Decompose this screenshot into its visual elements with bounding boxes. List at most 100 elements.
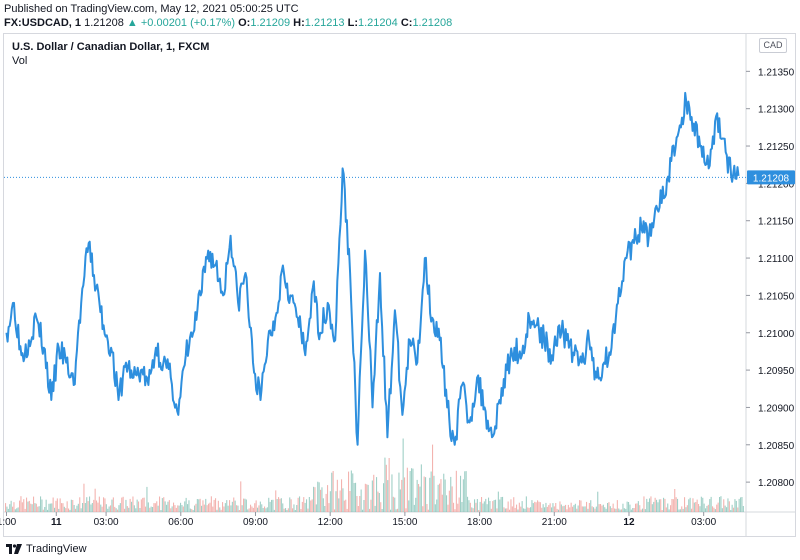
- volume-bar: [322, 498, 324, 512]
- volume-bar: [198, 499, 200, 512]
- volume-bar: [598, 504, 600, 512]
- volume-bar: [264, 506, 266, 512]
- volume-bar: [734, 499, 736, 512]
- volume-bar: [401, 479, 403, 512]
- volume-bar: [583, 506, 585, 512]
- volume-bar: [738, 498, 740, 512]
- volume-bar: [391, 474, 393, 512]
- volume-bar: [411, 468, 413, 512]
- volume-bar: [432, 444, 434, 512]
- volume-bar: [10, 500, 12, 512]
- volume-bar: [465, 471, 467, 512]
- volume-bar: [86, 497, 88, 512]
- volume-bar: [142, 497, 144, 512]
- volume-bar: [181, 505, 183, 512]
- volume-bar: [577, 505, 579, 512]
- volume-bar: [420, 464, 422, 512]
- volume-bar: [315, 504, 317, 512]
- volume-bar: [247, 509, 249, 512]
- volume-bar: [79, 497, 81, 512]
- volume-bar: [698, 504, 700, 512]
- volume-bar: [460, 475, 462, 512]
- volume-bar: [307, 508, 309, 512]
- volume-bar: [367, 484, 369, 512]
- y-tick-label: 1.21150: [758, 217, 794, 228]
- volume-bar: [226, 500, 228, 512]
- volume-bar: [324, 506, 326, 512]
- volume-bar: [579, 500, 581, 512]
- volume-bar: [376, 477, 378, 512]
- volume-bar: [173, 502, 175, 512]
- volume-bar: [654, 497, 656, 512]
- volume-bar: [282, 503, 284, 512]
- volume-bar: [59, 498, 61, 512]
- volume-bar: [737, 507, 739, 512]
- volume-bar: [497, 491, 499, 512]
- volume-bar: [674, 489, 676, 512]
- volume-bar: [416, 479, 418, 512]
- volume-bar: [318, 482, 320, 512]
- volume-bar: [279, 498, 281, 512]
- volume-bar: [194, 505, 196, 512]
- volume-bar: [33, 496, 35, 512]
- volume-bar: [304, 502, 306, 512]
- volume-bar: [397, 508, 399, 512]
- volume-bar: [633, 508, 635, 512]
- volume-bar: [257, 507, 259, 512]
- volume-bar: [188, 500, 190, 512]
- volume-bar: [609, 506, 611, 512]
- volume-bar: [614, 508, 616, 512]
- volume-bar: [243, 498, 245, 512]
- volume-bar: [203, 504, 205, 512]
- volume-bar: [713, 507, 715, 512]
- volume-bar: [217, 500, 219, 512]
- volume-bar: [630, 509, 632, 512]
- volume-bar: [160, 510, 162, 512]
- volume-bar: [222, 502, 224, 512]
- volume-bar: [230, 505, 232, 512]
- open-label: O:: [238, 17, 251, 29]
- volume-bar: [331, 472, 333, 512]
- volume-bar: [724, 505, 726, 512]
- volume-bar: [481, 497, 483, 512]
- volume-bar: [499, 499, 501, 512]
- currency-scale-badge[interactable]: CAD: [759, 38, 787, 53]
- volume-bar: [366, 484, 368, 512]
- volume-bar: [98, 496, 100, 512]
- volume-bar: [567, 504, 569, 512]
- volume-bar: [296, 505, 298, 512]
- volume-bar: [182, 506, 184, 512]
- volume-bar: [238, 510, 240, 512]
- volume-bar: [80, 508, 82, 512]
- volume-bar: [625, 508, 627, 512]
- volume-bar: [275, 490, 277, 512]
- volume-bar: [119, 503, 121, 512]
- volume-bar: [580, 500, 582, 512]
- low-value: 1.21204: [358, 17, 398, 29]
- volume-bar: [224, 503, 226, 512]
- volume-bar: [695, 502, 697, 512]
- volume-bar: [45, 499, 47, 512]
- volume-bar: [118, 505, 120, 512]
- volume-bar: [455, 470, 457, 512]
- volume-bar: [308, 497, 310, 512]
- tradingview-brand[interactable]: TradingView: [6, 540, 87, 558]
- volume-bar: [150, 506, 152, 512]
- volume-bar: [114, 506, 116, 512]
- volume-bar: [300, 509, 302, 512]
- volume-bar: [552, 503, 554, 512]
- volume-bar: [544, 507, 546, 512]
- volume-bar: [126, 506, 128, 512]
- volume-legend: Vol: [12, 55, 28, 67]
- volume-bar: [342, 488, 344, 512]
- close-label: C:: [400, 17, 413, 29]
- volume-bar: [327, 485, 329, 512]
- tradingview-logo-icon: [6, 544, 22, 554]
- volume-bar: [562, 506, 564, 512]
- volume-bar: [208, 503, 210, 512]
- volume-bar: [388, 458, 390, 512]
- volume-bar: [528, 507, 530, 512]
- volume-bar: [163, 497, 165, 512]
- volume-bar: [293, 504, 295, 512]
